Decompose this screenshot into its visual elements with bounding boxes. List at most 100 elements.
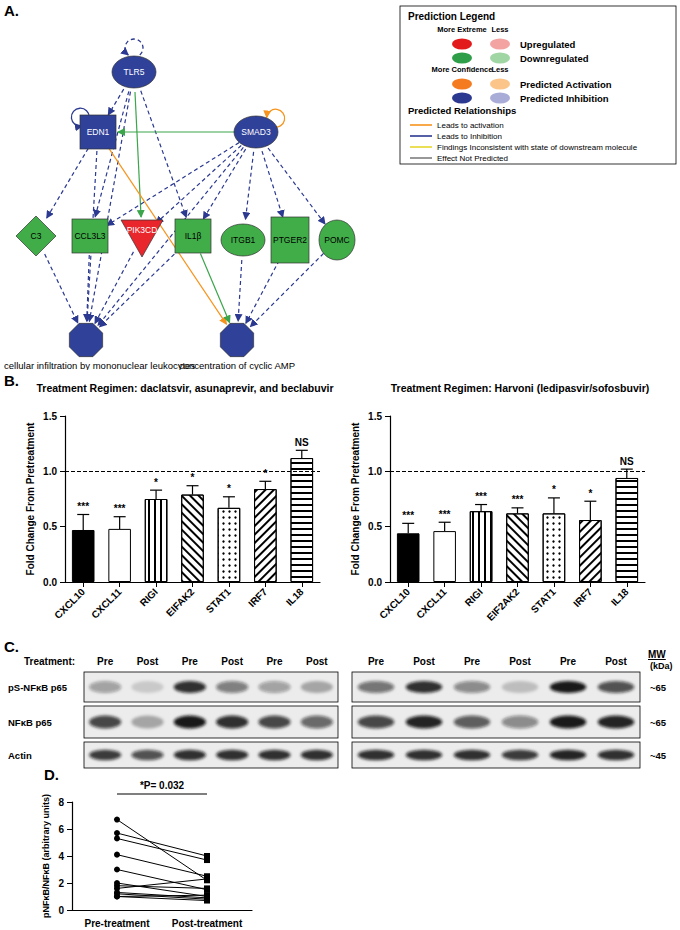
svg-text:~45: ~45 xyxy=(650,750,667,761)
svg-text:1.0: 1.0 xyxy=(368,466,382,477)
svg-text:pNFκB/NFκB (arbitrary units): pNFκB/NFκB (arbitrary units) xyxy=(41,794,51,918)
svg-text:CCL3L3: CCL3L3 xyxy=(74,231,105,241)
svg-text:concentration of cyclic AMP: concentration of cyclic AMP xyxy=(179,360,295,370)
svg-text:NS: NS xyxy=(620,456,634,467)
svg-text:6: 6 xyxy=(58,824,64,835)
svg-text:Treatment:: Treatment: xyxy=(24,656,75,667)
svg-text:0: 0 xyxy=(58,905,64,916)
svg-text:*: * xyxy=(552,484,556,495)
svg-text:1.0: 1.0 xyxy=(43,466,57,477)
svg-text:2: 2 xyxy=(58,878,64,889)
svg-text:cellular infiltration by monon: cellular infiltration by mononuclear leu… xyxy=(4,360,195,370)
svg-text:*: * xyxy=(263,468,267,479)
svg-text:0.5: 0.5 xyxy=(368,521,382,532)
svg-text:CXCL10: CXCL10 xyxy=(52,586,87,621)
svg-text:Fold Change From Pretreatment: Fold Change From Pretreatment xyxy=(25,422,36,575)
svg-text:C3: C3 xyxy=(31,231,42,241)
svg-text:Downregulated: Downregulated xyxy=(520,53,589,64)
svg-text:***: *** xyxy=(512,494,524,505)
svg-text:IRF7: IRF7 xyxy=(571,586,594,609)
svg-text:***: *** xyxy=(439,509,451,520)
svg-text:IL1β: IL1β xyxy=(185,231,202,241)
svg-text:***: *** xyxy=(77,501,89,512)
svg-text:Post: Post xyxy=(413,656,435,667)
html-text:B.: B. xyxy=(4,372,19,389)
svg-text:RIGI: RIGI xyxy=(138,586,160,608)
html-text:A.: A. xyxy=(4,2,19,19)
svg-text:0.5: 0.5 xyxy=(43,521,57,532)
svg-text:Predicted Activation: Predicted Activation xyxy=(520,79,612,90)
svg-text:*: * xyxy=(191,472,195,483)
svg-text:Post: Post xyxy=(137,656,159,667)
svg-text:Less: Less xyxy=(491,25,508,34)
svg-text:PTGER2: PTGER2 xyxy=(273,235,307,245)
svg-text:Effect Not Predicted: Effect Not Predicted xyxy=(437,154,508,163)
svg-text:Upregulated: Upregulated xyxy=(520,39,576,50)
svg-text:MW: MW xyxy=(648,649,666,660)
svg-text:POMC: POMC xyxy=(324,235,350,245)
svg-text:Findings Inconsistent with sta: Findings Inconsistent with state of down… xyxy=(437,143,638,152)
svg-text:More Confidence: More Confidence xyxy=(432,65,493,74)
svg-text:STAT1: STAT1 xyxy=(204,586,233,615)
svg-text:ITGB1: ITGB1 xyxy=(231,235,256,245)
svg-text:Fold Change From Pretreatment: Fold Change From Pretreatment xyxy=(350,422,361,575)
svg-text:CXCL11: CXCL11 xyxy=(414,586,449,621)
svg-text:Actin: Actin xyxy=(8,750,32,761)
svg-text:EIF2AK2: EIF2AK2 xyxy=(485,586,522,623)
svg-text:Pre: Pre xyxy=(464,656,481,667)
svg-text:Post: Post xyxy=(509,656,531,667)
svg-text:Leads to activation: Leads to activation xyxy=(437,121,504,130)
svg-text:IL18: IL18 xyxy=(609,586,631,608)
svg-text:TLR5: TLR5 xyxy=(124,67,145,77)
svg-text:RIGI: RIGI xyxy=(463,586,485,608)
svg-text:EDN1: EDN1 xyxy=(87,127,110,137)
svg-text:~65: ~65 xyxy=(650,682,667,693)
svg-text:Pre: Pre xyxy=(182,656,199,667)
svg-text:Post-treatment: Post-treatment xyxy=(172,918,243,929)
svg-text:***: *** xyxy=(402,510,414,521)
svg-text:Prediction Legend: Prediction Legend xyxy=(408,11,495,22)
html-text:C.: C. xyxy=(4,638,19,655)
svg-text:*: * xyxy=(588,488,592,499)
svg-text:Post: Post xyxy=(605,656,627,667)
svg-text:Treatment Regimen: daclatsvir,: Treatment Regimen: daclatsvir, asunaprev… xyxy=(36,382,333,394)
svg-text:Predicted Inhibition: Predicted Inhibition xyxy=(520,93,609,104)
svg-text:CXCL10: CXCL10 xyxy=(377,586,412,621)
svg-text:4: 4 xyxy=(58,851,64,862)
svg-text:*: * xyxy=(227,483,231,494)
svg-text:pS-NFκB p65: pS-NFκB p65 xyxy=(8,682,68,693)
svg-text:***: *** xyxy=(114,503,126,514)
svg-text:Pre: Pre xyxy=(97,656,114,667)
svg-text:0.0: 0.0 xyxy=(368,577,382,588)
svg-text:STAT1: STAT1 xyxy=(529,586,558,615)
svg-text:Less: Less xyxy=(491,65,508,74)
svg-text:PIK3CD: PIK3CD xyxy=(127,225,158,235)
svg-text:0.0: 0.0 xyxy=(43,577,57,588)
svg-text:1.5: 1.5 xyxy=(43,411,57,422)
svg-text:Pre: Pre xyxy=(368,656,385,667)
svg-text:*: * xyxy=(154,477,158,488)
svg-text:1.5: 1.5 xyxy=(368,411,382,422)
svg-text:8: 8 xyxy=(58,797,64,808)
svg-text:Treatment Regimen: Harvoni (le: Treatment Regimen: Harvoni (ledipasvir/s… xyxy=(391,382,649,394)
svg-text:NS: NS xyxy=(295,437,309,448)
svg-text:Post: Post xyxy=(221,656,243,667)
svg-text:Leads to Inhibition: Leads to Inhibition xyxy=(437,132,502,141)
svg-text:Predicted Relationships: Predicted Relationships xyxy=(408,105,516,116)
svg-text:EIFAK2: EIFAK2 xyxy=(164,586,197,619)
svg-text:IL18: IL18 xyxy=(284,586,306,608)
svg-text:***: *** xyxy=(475,491,487,502)
svg-text:Pre: Pre xyxy=(560,656,577,667)
svg-text:SMAD3: SMAD3 xyxy=(241,127,271,137)
svg-text:Pre: Pre xyxy=(266,656,283,667)
svg-text:IRF7: IRF7 xyxy=(246,586,269,609)
svg-text:CXCL11: CXCL11 xyxy=(89,586,124,621)
svg-text:(kDa): (kDa) xyxy=(650,661,673,671)
svg-text:~65: ~65 xyxy=(650,717,667,728)
svg-text:Post: Post xyxy=(306,656,328,667)
svg-text:NFκB p65: NFκB p65 xyxy=(8,717,53,728)
html-text:D.: D. xyxy=(44,766,59,783)
svg-text:Pre-treatment: Pre-treatment xyxy=(84,918,150,929)
svg-text:*P= 0.032: *P= 0.032 xyxy=(140,780,185,791)
svg-text:More Extreme: More Extreme xyxy=(437,25,487,34)
